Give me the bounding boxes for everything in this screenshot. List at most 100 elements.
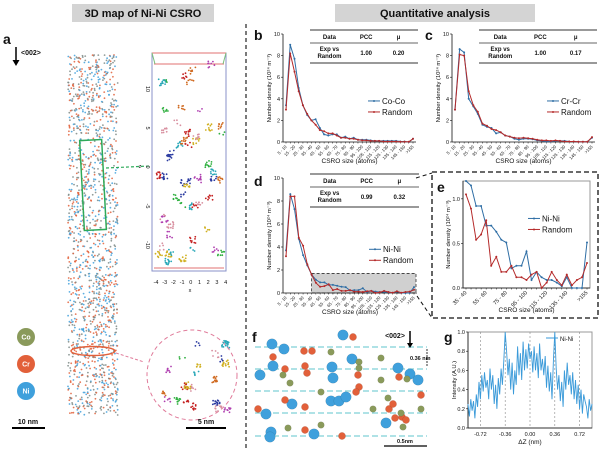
data-point [540, 276, 543, 279]
atom-dot [94, 188, 97, 191]
cluster-atom [158, 171, 161, 174]
atom-dot [88, 349, 90, 352]
atom-dot [105, 309, 108, 312]
atom-dot [103, 297, 105, 299]
cluster-atom [190, 146, 193, 149]
atom-dot [76, 198, 78, 201]
atom-map-column [67, 54, 119, 416]
atom-dot [76, 387, 79, 390]
atom-dot [115, 100, 118, 102]
atom-dot [93, 291, 95, 293]
x-tick-label: >155 [405, 295, 416, 306]
atom-dot [98, 313, 100, 316]
y-axis-title: Number density (10²⁴ m⁻³) [445, 200, 452, 268]
atom-dot [78, 328, 81, 331]
atom-dot [86, 388, 89, 390]
co-atom [327, 348, 335, 356]
atom-dot [97, 54, 100, 56]
atom-dot [90, 279, 92, 282]
atom-dot [86, 375, 89, 378]
data-point [293, 208, 296, 211]
atom-dot [78, 189, 80, 192]
atom-dot [101, 206, 103, 209]
atom-dot [110, 274, 113, 276]
atom-dot [92, 110, 94, 112]
atom-dot [87, 298, 90, 301]
atom-dot [105, 111, 108, 114]
legend-marker [533, 228, 535, 231]
atom-dot [67, 279, 70, 282]
cluster-atom [201, 108, 203, 110]
data-point [570, 284, 573, 287]
atom-dot [86, 198, 89, 201]
data-point [540, 287, 543, 289]
atom-dot [80, 220, 82, 223]
data-point [581, 276, 583, 279]
atom-dot [89, 401, 91, 404]
atom-dot [113, 283, 115, 286]
cluster-atom [161, 215, 164, 218]
x-tick-label: 5 - 10 [445, 144, 457, 156]
cluster-atom [224, 364, 227, 367]
atom-dot [115, 140, 117, 142]
atom-dot [88, 275, 90, 278]
atom-dot [110, 397, 113, 399]
atom-dot [70, 411, 73, 414]
atom-dot [85, 329, 88, 332]
cluster-atom [193, 371, 196, 374]
cluster-atom [194, 235, 197, 238]
y-axis-title: Number density (10²⁴ m⁻³) [266, 54, 273, 122]
data-point [374, 292, 377, 294]
atom-dot [74, 152, 76, 154]
atom-dot [91, 232, 94, 235]
atom-dot [84, 260, 87, 263]
atom-dot [98, 259, 101, 262]
atom-dot [97, 69, 100, 72]
atom-dot [69, 109, 72, 112]
cluster-atom [215, 375, 218, 378]
atom-dot [68, 212, 70, 215]
atom-dot [88, 168, 90, 171]
atom-dot [88, 272, 91, 275]
atom-dot [91, 113, 93, 115]
data-point [413, 286, 415, 289]
atom-dot [95, 280, 98, 283]
atom-dot [107, 178, 110, 181]
atom-dot [116, 414, 119, 416]
atom-dot [76, 196, 79, 199]
atom-dot [112, 68, 114, 71]
cluster-atom [219, 254, 222, 257]
box-z-tick: 0 [144, 165, 150, 168]
atom-dot [91, 96, 94, 99]
box-x-tick: -2 [171, 280, 176, 286]
cluster-atom [181, 256, 184, 259]
atom-dot [82, 79, 85, 82]
atom-dot [69, 92, 72, 95]
atom-dot [89, 227, 91, 230]
atom-dot [85, 258, 88, 261]
atom-dot [86, 260, 89, 263]
cluster-atom [212, 399, 215, 402]
atom-dot [114, 201, 116, 204]
atom-dot [107, 249, 110, 252]
atom-dot [109, 115, 112, 118]
cluster-atom [175, 197, 177, 199]
atom-dot [73, 102, 75, 105]
atom-dot [87, 61, 90, 64]
data-point [331, 132, 334, 135]
table-cell-pcc: 0.99 [361, 195, 373, 201]
atom-dot [72, 406, 75, 409]
atom-dot [81, 374, 84, 376]
atom-dot [102, 124, 104, 126]
atom-dot [83, 310, 86, 313]
element-label: Co [21, 335, 30, 342]
co-atom [377, 354, 385, 362]
y-tick-label: 8 [277, 199, 280, 205]
atom-dot [100, 126, 103, 129]
atom-dot [68, 353, 70, 356]
data-point [340, 136, 342, 139]
atom-dot [79, 57, 82, 60]
cluster-atom [169, 251, 172, 254]
atom-dot [103, 142, 105, 145]
atom-dot [99, 133, 101, 136]
